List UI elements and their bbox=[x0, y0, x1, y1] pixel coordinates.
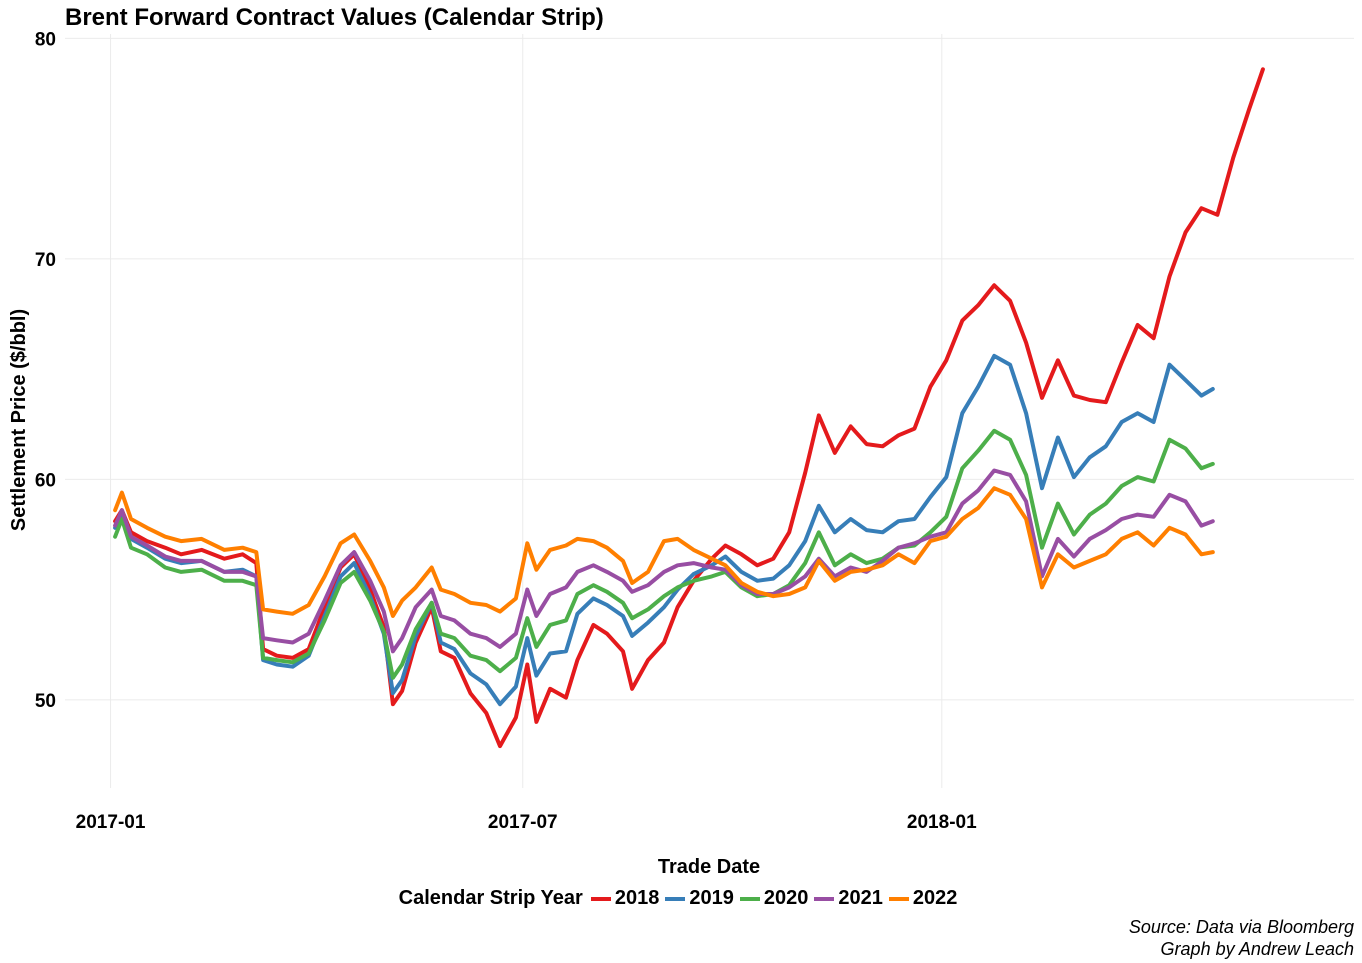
caption-source: Source: Data via Bloomberg bbox=[1128, 917, 1354, 937]
legend-label: 2021 bbox=[838, 887, 883, 909]
y-tick-label: 80 bbox=[35, 29, 56, 50]
series-line-2022 bbox=[113, 486, 1215, 618]
x-axis-ticks: 2017-01 2017-07 2018-01 bbox=[76, 812, 977, 833]
caption: Source: Data via Bloomberg Graph by Andr… bbox=[1129, 916, 1354, 960]
legend-item-2021: 2021 bbox=[814, 887, 883, 910]
x-axis-title: Trade Date bbox=[658, 856, 760, 878]
series-line-2021 bbox=[113, 468, 1215, 654]
x-tick-label: 2017-01 bbox=[76, 812, 146, 833]
caption-author: Graph by Andrew Leach bbox=[1160, 939, 1354, 959]
legend-swatch bbox=[665, 896, 686, 901]
legend-title: Calendar Strip Year bbox=[398, 887, 583, 909]
x-tick-label: 2017-07 bbox=[488, 812, 558, 833]
legend: Calendar Strip Year 2018 2019 2020 2021 2022 bbox=[0, 887, 1362, 910]
legend-swatch bbox=[739, 896, 760, 901]
series-lines bbox=[113, 67, 1265, 749]
grid-lines bbox=[65, 34, 1354, 788]
series-line-2018 bbox=[113, 67, 1265, 749]
legend-label: 2020 bbox=[763, 887, 809, 909]
y-axis-title: Settlement Price ($/bbl) bbox=[8, 309, 30, 531]
legend-swatch bbox=[590, 896, 611, 901]
chart-title: Brent Forward Contract Values (Calendar … bbox=[65, 4, 604, 31]
series-line-2020 bbox=[113, 428, 1215, 680]
x-tick-label: 2018-01 bbox=[907, 812, 977, 833]
legend-swatch bbox=[814, 896, 835, 901]
legend-swatch bbox=[888, 896, 909, 901]
legend-label: 2019 bbox=[689, 887, 734, 909]
legend-label: 2018 bbox=[614, 887, 660, 909]
legend-item-2019: 2019 bbox=[665, 887, 734, 910]
legend-label: 2022 bbox=[912, 887, 958, 909]
y-tick-label: 50 bbox=[35, 691, 56, 712]
legend-item-2020: 2020 bbox=[739, 887, 809, 910]
y-tick-label: 70 bbox=[35, 250, 56, 271]
series-line-2019 bbox=[113, 353, 1215, 707]
y-axis-ticks: 50 60 70 80 bbox=[35, 29, 56, 711]
y-tick-label: 60 bbox=[35, 470, 56, 491]
legend-item-2022: 2022 bbox=[888, 887, 958, 910]
legend-item-2018: 2018 bbox=[590, 887, 660, 910]
